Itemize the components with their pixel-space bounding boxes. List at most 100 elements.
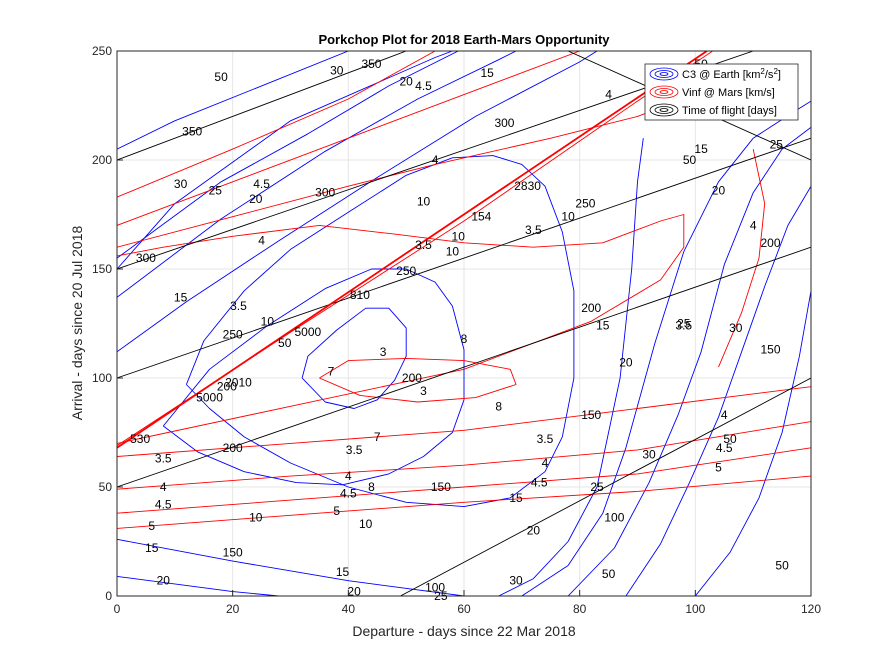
contour-label: 50 [723, 432, 737, 446]
cluster-label: 5000 [294, 325, 321, 339]
y-tick-label: 200 [92, 153, 112, 167]
contour-line [117, 475, 811, 529]
x-tick-label: 0 [114, 602, 121, 616]
contour-label: 20 [399, 75, 413, 89]
contour-line [400, 377, 811, 596]
contour-label: 25 [209, 184, 223, 198]
contour-label: 8 [368, 480, 375, 494]
singularity-line [117, 51, 708, 449]
contour-line [117, 51, 349, 150]
contour-label: 250 [223, 327, 243, 341]
x-tick-label: 120 [801, 602, 821, 616]
contour-label: 25 [677, 317, 691, 331]
contour-label: 15 [174, 290, 188, 304]
contour-label: 4.5 [253, 177, 270, 191]
cluster-label: 530 [130, 432, 150, 446]
y-tick-label: 150 [92, 262, 112, 276]
contour-line [185, 155, 575, 508]
y-tick-label: 0 [105, 589, 112, 603]
contour-label: 4.5 [716, 441, 733, 455]
contour-label: 15 [694, 142, 708, 156]
contour-label: 50 [683, 153, 697, 167]
contour-label: 4 [432, 153, 439, 167]
axis-ticks: 0 20 40 60 80 100 120 0 50 100 150 200 250 [92, 44, 821, 616]
contour-label: 200 [761, 236, 781, 250]
contour-line [718, 149, 766, 368]
contour-label: 300 [136, 251, 156, 265]
contour-label: 30 [509, 574, 523, 588]
contour-label: 10 [249, 511, 263, 525]
contour-label: 810 [350, 288, 370, 302]
contour-line [117, 51, 598, 353]
contour-label: 7 [328, 364, 335, 378]
contour-label: 20 [712, 184, 726, 198]
contour-line [117, 447, 811, 514]
contour-label: 300 [494, 116, 514, 130]
contour-label: 4 [160, 480, 167, 494]
contour-label: 50 [602, 567, 616, 581]
cluster-label: 2010 [225, 375, 252, 389]
contour-label: 200 [581, 301, 601, 315]
contour-line [319, 357, 517, 403]
contour-line [625, 185, 811, 596]
contour-label: 20 [157, 574, 171, 588]
contour-line [117, 137, 811, 379]
legend-box [644, 63, 799, 121]
contour-label: 5 [333, 504, 340, 518]
contour-line [117, 51, 453, 270]
contour-label: 7 [374, 430, 381, 444]
contour-label: 4 [345, 469, 352, 483]
legend-label-c3: C3 @ Earth [km2/s2] [682, 67, 781, 81]
contour-label: 150 [223, 545, 243, 559]
contour-label: 5 [148, 519, 155, 533]
x-tick-label: 80 [573, 602, 587, 616]
contour-label: 3.5 [525, 223, 542, 237]
contour-label: 50 [775, 558, 789, 572]
contour-label: 3.5 [415, 238, 432, 252]
y-tick-label: 100 [92, 371, 112, 385]
x-axis-label: Departure - days since 22 Mar 2018 [352, 623, 576, 639]
contour-label: 100 [604, 511, 624, 525]
contour-label: 30 [330, 64, 344, 78]
chart-title: Porkchop Plot for 2018 Earth-Mars Opport… [318, 32, 610, 47]
x-tick-label: 60 [457, 602, 471, 616]
contour-label: 5 [715, 460, 722, 474]
contour-line [521, 100, 811, 596]
cluster-label: 5000 [196, 391, 223, 405]
y-axis-label: Arrival - days since 20 Jul 2018 [69, 226, 85, 421]
contour-line [694, 290, 811, 596]
contour-line [117, 51, 436, 198]
contour-line [162, 268, 465, 486]
cluster-label: 10 [446, 245, 460, 259]
cluster-label: 200 [217, 380, 237, 394]
contour-label: 3 [380, 345, 387, 359]
contour-label: 15 [509, 491, 523, 505]
contour-label: 10 [452, 229, 466, 243]
legend-label-tof: Time of flight [days] [682, 105, 777, 117]
contour-label: 4 [605, 88, 612, 102]
legend: C3 @ Earth [km2/s2] Vinf @ Mars [km/s] T… [644, 63, 799, 121]
contour-label: 25 [770, 138, 784, 152]
contour-label: 350 [361, 57, 381, 71]
contour-label: 25 [590, 480, 604, 494]
contour-label: 15 [145, 541, 159, 555]
contour-label: 300 [315, 186, 335, 200]
contour-label: 10 [261, 314, 275, 328]
contour-label: 250 [575, 197, 595, 211]
contour-label: 8 [495, 399, 502, 413]
legend-label-vinf: Vinf @ Mars [km/s] [682, 87, 775, 99]
contour-label: 4.5 [415, 79, 432, 93]
contour-label: 200 [223, 441, 243, 455]
y-tick-label: 50 [99, 480, 113, 494]
contour-label: 150 [431, 480, 451, 494]
contour-line [117, 246, 811, 488]
contour-label: 3.5 [537, 432, 554, 446]
contour-label: 4 [258, 234, 265, 248]
legend-icon-tof [649, 103, 679, 117]
contour-label: 10 [561, 210, 575, 224]
contour-label: 3.5 [230, 299, 247, 313]
contour-label: 150 [581, 408, 601, 422]
contour-label: 4 [750, 218, 757, 232]
